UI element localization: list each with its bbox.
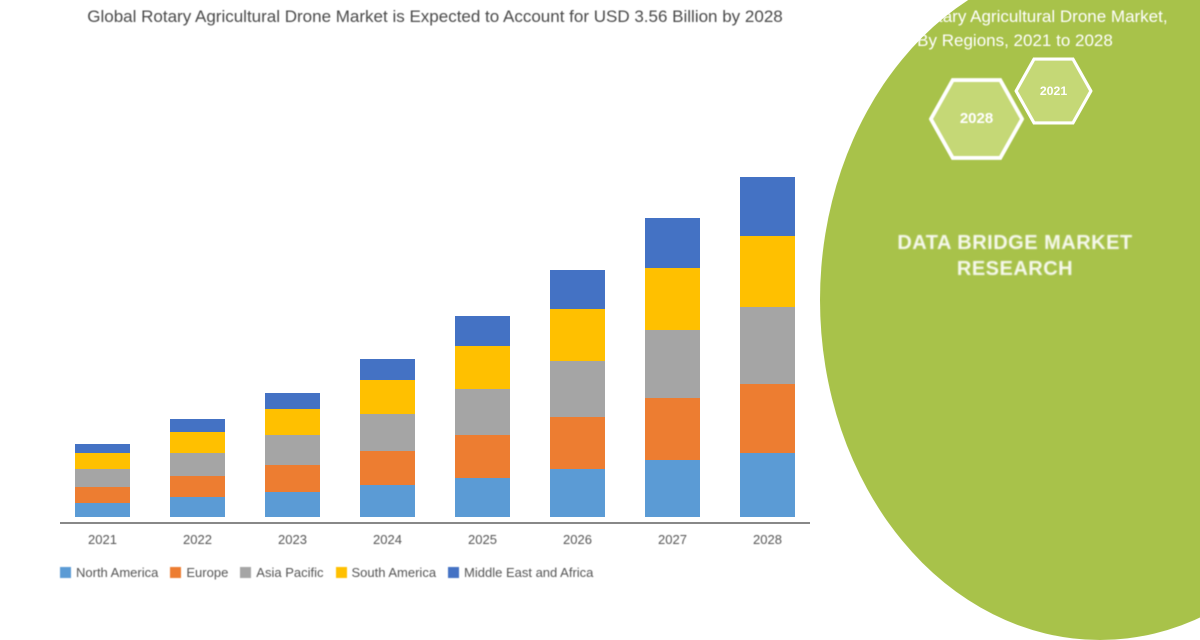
hex-label-1: 2028 — [960, 110, 993, 127]
x-axis-label: 2026 — [545, 532, 610, 547]
legend-swatch — [170, 567, 181, 578]
bar-segment — [170, 476, 225, 497]
bar-segment — [550, 270, 605, 309]
bar-segment — [455, 435, 510, 478]
bar-segment — [360, 451, 415, 485]
bar-segment — [645, 398, 700, 460]
legend-swatch — [448, 567, 459, 578]
bar-segment — [740, 453, 795, 517]
legend-item: Europe — [170, 565, 228, 580]
legend-label: Asia Pacific — [256, 565, 323, 580]
bar-segment — [455, 389, 510, 435]
bar-segment — [740, 307, 795, 383]
bar-segment — [75, 487, 130, 503]
legend-swatch — [240, 567, 251, 578]
bar-segment — [75, 453, 130, 469]
bar-segment — [265, 393, 320, 409]
bar-segment — [75, 469, 130, 487]
chart-title: Global Rotary Agricultural Drone Market … — [60, 5, 810, 29]
bar-segment — [170, 419, 225, 431]
x-axis-label: 2023 — [260, 532, 325, 547]
x-axis-label: 2027 — [640, 532, 705, 547]
legend-label: South America — [352, 565, 437, 580]
bar-segment — [550, 417, 605, 469]
bar-segment — [645, 460, 700, 517]
bar-segment — [360, 414, 415, 451]
legend-label: Europe — [186, 565, 228, 580]
bar-segment — [170, 432, 225, 453]
brand-line-1: DATA BRIDGE MARKET — [860, 230, 1170, 256]
bar-segment — [455, 478, 510, 517]
x-axis-label: 2021 — [70, 532, 135, 547]
x-axis-labels: 2021 2022 2023 2024 2025 2026 2027 2028 — [60, 524, 810, 547]
legend-item: Asia Pacific — [240, 565, 323, 580]
brand-line-2: RESEARCH — [860, 256, 1170, 282]
bar-segment — [550, 309, 605, 361]
legend-label: Middle East and Africa — [464, 565, 593, 580]
bar-group — [450, 44, 515, 517]
legend-item: South America — [336, 565, 437, 580]
bar-group — [640, 44, 705, 517]
bar-group — [545, 44, 610, 517]
chart-section: Global Rotary Agricultural Drone Market … — [0, 0, 830, 600]
legend-item: Middle East and Africa — [448, 565, 593, 580]
legend-swatch — [60, 567, 71, 578]
bar-segment — [550, 361, 605, 418]
x-axis-label: 2028 — [735, 532, 800, 547]
x-axis-label: 2025 — [450, 532, 515, 547]
bar-segment — [550, 469, 605, 517]
legend: North America Europe Asia Pacific South Ame… — [60, 565, 810, 580]
hexagon-row: 2028 2021 — [860, 78, 1170, 160]
bar-segment — [455, 346, 510, 389]
bar-segment — [75, 444, 130, 453]
bar-segment — [265, 465, 320, 492]
brand-text: DATA BRIDGE MARKET RESEARCH — [860, 230, 1170, 282]
bar-segment — [170, 497, 225, 517]
bar-segment — [265, 435, 320, 465]
bar-segment — [265, 492, 320, 517]
hexagon-2021: 2021 — [1015, 57, 1093, 124]
bar-group — [70, 44, 135, 517]
x-axis-label: 2024 — [355, 532, 420, 547]
legend-swatch — [336, 567, 347, 578]
bar-segment — [645, 268, 700, 330]
bar-group — [735, 44, 800, 517]
hexagon-2028: 2028 — [929, 78, 1024, 160]
legend-label: North America — [76, 565, 158, 580]
bar-group — [165, 44, 230, 517]
bar-group — [355, 44, 420, 517]
bar-segment — [170, 453, 225, 476]
bar-segment — [360, 359, 415, 380]
bar-segment — [740, 236, 795, 307]
bar-segment — [645, 330, 700, 398]
bar-segment — [360, 485, 415, 517]
bar-segment — [265, 409, 320, 436]
hex-label-2: 2021 — [1040, 84, 1067, 98]
bar-group — [260, 44, 325, 517]
bar-segment — [740, 177, 795, 236]
chart-area — [60, 44, 810, 524]
legend-item: North America — [60, 565, 158, 580]
x-axis-label: 2022 — [165, 532, 230, 547]
bar-segment — [75, 503, 130, 517]
bar-segment — [360, 380, 415, 414]
side-title: Global Rotary Agricultural Drone Market,… — [860, 5, 1170, 53]
side-panel: Global Rotary Agricultural Drone Market,… — [830, 0, 1200, 600]
bar-segment — [740, 384, 795, 453]
bar-segment — [455, 316, 510, 346]
bar-segment — [645, 218, 700, 268]
